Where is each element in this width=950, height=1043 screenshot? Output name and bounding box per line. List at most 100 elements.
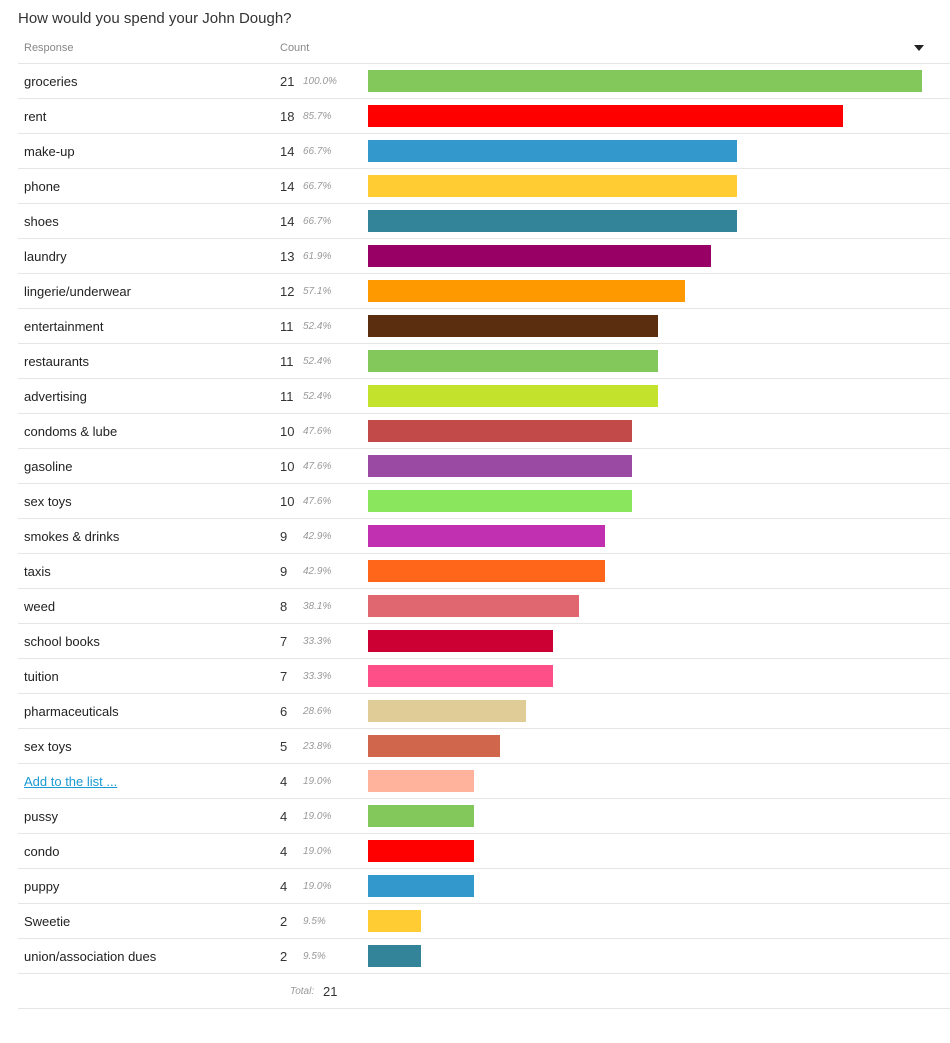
response-label: lingerie/underwear — [24, 284, 131, 299]
percent-value: 19.0% — [303, 846, 332, 857]
bar — [368, 210, 737, 232]
count-value: 7 — [280, 634, 288, 649]
count-value: 10 — [280, 459, 295, 474]
table-row: taxis 9 42.9% — [18, 554, 950, 589]
bar — [368, 140, 737, 162]
response-label: make-up — [24, 144, 75, 159]
table-row: rent 18 85.7% — [18, 99, 950, 134]
response-label: weed — [24, 599, 56, 614]
bar — [368, 350, 658, 372]
count-value: 5 — [280, 739, 288, 754]
table-row: advertising 11 52.4% — [18, 379, 950, 414]
table-row: restaurants 11 52.4% — [18, 344, 950, 379]
percent-value: 52.4% — [303, 321, 332, 332]
table-row: smokes & drinks 9 42.9% — [18, 519, 950, 554]
count-value: 2 — [280, 914, 288, 929]
percent-value: 9.5% — [303, 916, 326, 927]
response-label: taxis — [24, 564, 51, 579]
percent-value: 9.5% — [303, 951, 326, 962]
response-label: condoms & lube — [24, 424, 118, 439]
table-row: shoes 14 66.7% — [18, 204, 950, 239]
count-value: 4 — [280, 879, 288, 894]
percent-value: 52.4% — [303, 391, 332, 402]
table-row: phone 14 66.7% — [18, 169, 950, 204]
table-row: condo 4 19.0% — [18, 834, 950, 869]
count-value: 8 — [280, 599, 288, 614]
response-label: pussy — [24, 809, 58, 824]
response-label: phone — [24, 179, 61, 194]
bar — [368, 455, 632, 477]
bar — [368, 560, 605, 582]
response-label: Sweetie — [24, 914, 71, 929]
count-value: 12 — [280, 284, 295, 299]
percent-value: 42.9% — [303, 531, 332, 542]
response-label: rent — [24, 109, 47, 124]
response-label: sex toys — [24, 739, 72, 754]
table-row: groceries 21 100.0% — [18, 64, 950, 99]
table-row: puppy 4 19.0% — [18, 869, 950, 904]
percent-value: 33.3% — [303, 671, 332, 682]
count-value: 9 — [280, 564, 288, 579]
bar — [368, 385, 658, 407]
table-row: sex toys 5 23.8% — [18, 729, 950, 764]
response-label: shoes — [24, 214, 59, 229]
table-header: Response Count — [18, 36, 950, 64]
response-label: pharmaceuticals — [24, 704, 119, 719]
table-row: pharmaceuticals 6 28.6% — [18, 694, 950, 729]
table-row: weed 8 38.1% — [18, 589, 950, 624]
table-row: sex toys 10 47.6% — [18, 484, 950, 519]
table-row: Sweetie 2 9.5% — [18, 904, 950, 939]
count-value: 11 — [280, 319, 294, 334]
response-label: gasoline — [24, 459, 73, 474]
percent-value: 47.6% — [303, 426, 332, 437]
bar — [368, 665, 553, 687]
table-row: pussy 4 19.0% — [18, 799, 950, 834]
percent-value: 42.9% — [303, 566, 332, 577]
bar — [368, 420, 632, 442]
response-label: tuition — [24, 669, 59, 684]
add-to-list-link[interactable]: Add to the list ... — [24, 774, 118, 789]
bar — [368, 70, 922, 92]
bar — [368, 630, 553, 652]
percent-value: 66.7% — [303, 146, 332, 157]
percent-value: 61.9% — [303, 251, 332, 262]
bar — [368, 945, 421, 967]
bar — [368, 770, 474, 792]
table-row: school books 7 33.3% — [18, 624, 950, 659]
bar — [368, 490, 632, 512]
percent-value: 23.8% — [303, 741, 332, 752]
bar — [368, 105, 843, 127]
percent-value: 66.7% — [303, 181, 332, 192]
count-value: 13 — [280, 249, 295, 264]
response-label: laundry — [24, 249, 67, 264]
chevron-down-icon[interactable] — [914, 45, 924, 51]
table-row: tuition 7 33.3% — [18, 659, 950, 694]
bar — [368, 280, 685, 302]
count-value: 4 — [280, 809, 288, 824]
count-value: 11 — [280, 389, 294, 404]
percent-value: 19.0% — [303, 881, 332, 892]
bar — [368, 910, 421, 932]
table-row: make-up 14 66.7% — [18, 134, 950, 169]
count-value: 11 — [280, 354, 294, 369]
table-row: laundry 13 61.9% — [18, 239, 950, 274]
response-label: restaurants — [24, 354, 90, 369]
table-row: entertainment 11 52.4% — [18, 309, 950, 344]
response-label: union/association dues — [24, 949, 157, 964]
table-row: Add to the list ... 4 19.0% — [18, 764, 950, 799]
bar-chart: groceries 21 100.0% rent 18 85.7% make-up 14 66.… — [18, 64, 950, 974]
percent-value: 33.3% — [303, 636, 332, 647]
response-label: entertainment — [24, 319, 104, 334]
percent-value: 28.6% — [303, 706, 332, 717]
total-row: Total: 21 — [18, 974, 950, 1009]
percent-value: 100.0% — [303, 76, 337, 87]
percent-value: 52.4% — [303, 356, 332, 367]
percent-value: 47.6% — [303, 461, 332, 472]
response-label: puppy — [24, 879, 60, 894]
table-row: lingerie/underwear 12 57.1% — [18, 274, 950, 309]
count-value: 21 — [280, 74, 295, 89]
bar — [368, 245, 711, 267]
bar — [368, 735, 500, 757]
table-row: condoms & lube 10 47.6% — [18, 414, 950, 449]
count-value: 9 — [280, 529, 288, 544]
